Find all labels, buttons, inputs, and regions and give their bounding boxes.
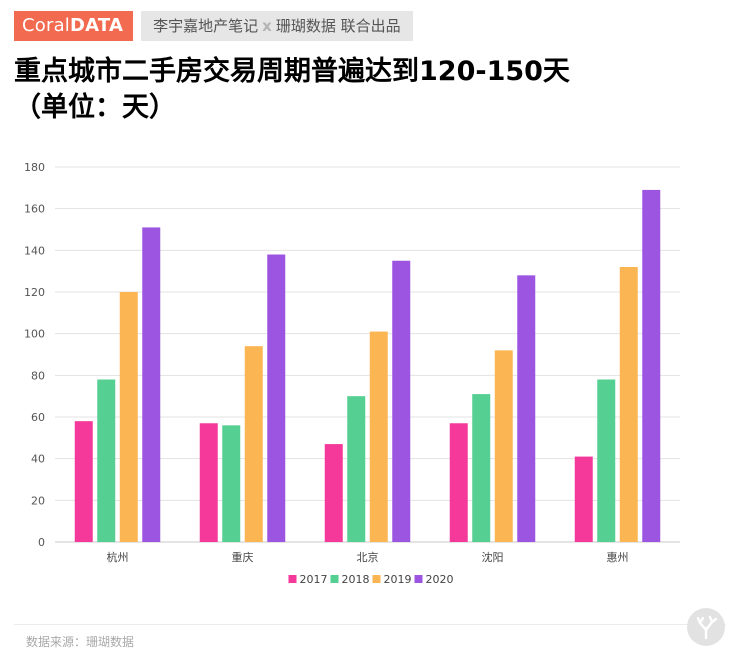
bar	[347, 396, 366, 542]
legend-swatch	[372, 575, 381, 583]
chart-title: 重点城市二手房交易周期普遍达到120-150天 （单位：天）	[14, 54, 714, 126]
bar	[74, 421, 93, 542]
y-tick-label: 120	[24, 286, 45, 299]
bar	[244, 346, 263, 542]
bar-chart: 0 20 40 60 80 100 120 140 160 180 杭州 重庆 北京 沈阳 惠州 2017 20…	[24, 161, 680, 586]
legend-swatch	[330, 575, 339, 583]
bar	[267, 254, 286, 542]
coral-icon-glyph	[696, 615, 718, 640]
bar	[619, 267, 638, 542]
bar	[199, 423, 218, 542]
footer-divider	[14, 624, 726, 625]
byline-left: 李宇嘉地产笔记	[153, 17, 259, 35]
y-tick-label: 40	[31, 453, 45, 466]
bar	[97, 379, 116, 542]
bar	[494, 350, 513, 542]
legend-label: 2019	[384, 573, 412, 586]
byline-right: 珊瑚数据 联合出品	[275, 17, 401, 35]
header: CoralDATA 李宇嘉地产笔记 x 珊瑚数据 联合出品	[14, 11, 413, 41]
legend-swatch	[414, 575, 423, 583]
byline-separator: x	[262, 17, 272, 35]
bar	[119, 292, 138, 542]
brand-logo: CoralDATA	[14, 11, 134, 41]
bar	[369, 331, 388, 542]
bar	[472, 394, 491, 542]
byline-tag: 李宇嘉地产笔记 x 珊瑚数据 联合出品	[141, 11, 413, 41]
y-tick-label: 0	[38, 536, 45, 549]
bar	[449, 423, 468, 542]
bar	[517, 275, 536, 542]
chart-title-line2: （单位：天）	[14, 92, 176, 123]
bar	[392, 260, 411, 542]
legend-label: 2018	[342, 573, 370, 586]
bar	[324, 444, 343, 542]
brand-light-text: Coral	[22, 15, 71, 36]
y-tick-label: 180	[24, 161, 45, 174]
legend-label: 2020	[426, 573, 454, 586]
x-tick-label: 重庆	[232, 550, 254, 564]
y-tick-label: 140	[24, 244, 45, 257]
bar	[642, 189, 661, 542]
x-tick-label: 惠州	[607, 550, 629, 564]
legend-swatch	[288, 575, 297, 583]
x-tick-label: 杭州	[107, 550, 129, 564]
y-tick-label: 100	[24, 328, 45, 341]
y-tick-label: 60	[31, 411, 45, 424]
brand-bold-text: DATA	[70, 15, 124, 36]
bar	[222, 425, 241, 542]
bar	[597, 379, 616, 542]
y-tick-label: 20	[31, 494, 45, 507]
legend-label: 2017	[300, 573, 328, 586]
coral-icon	[687, 608, 725, 646]
bar	[142, 227, 161, 542]
x-tick-label: 北京	[357, 550, 379, 564]
x-tick-label: 沈阳	[482, 550, 504, 564]
y-tick-label: 160	[24, 203, 45, 216]
chart-title-line1: 重点城市二手房交易周期普遍达到120-150天	[14, 56, 570, 87]
bar	[574, 456, 593, 542]
y-tick-label: 80	[31, 369, 45, 382]
data-source: 数据来源：珊瑚数据	[26, 635, 135, 649]
